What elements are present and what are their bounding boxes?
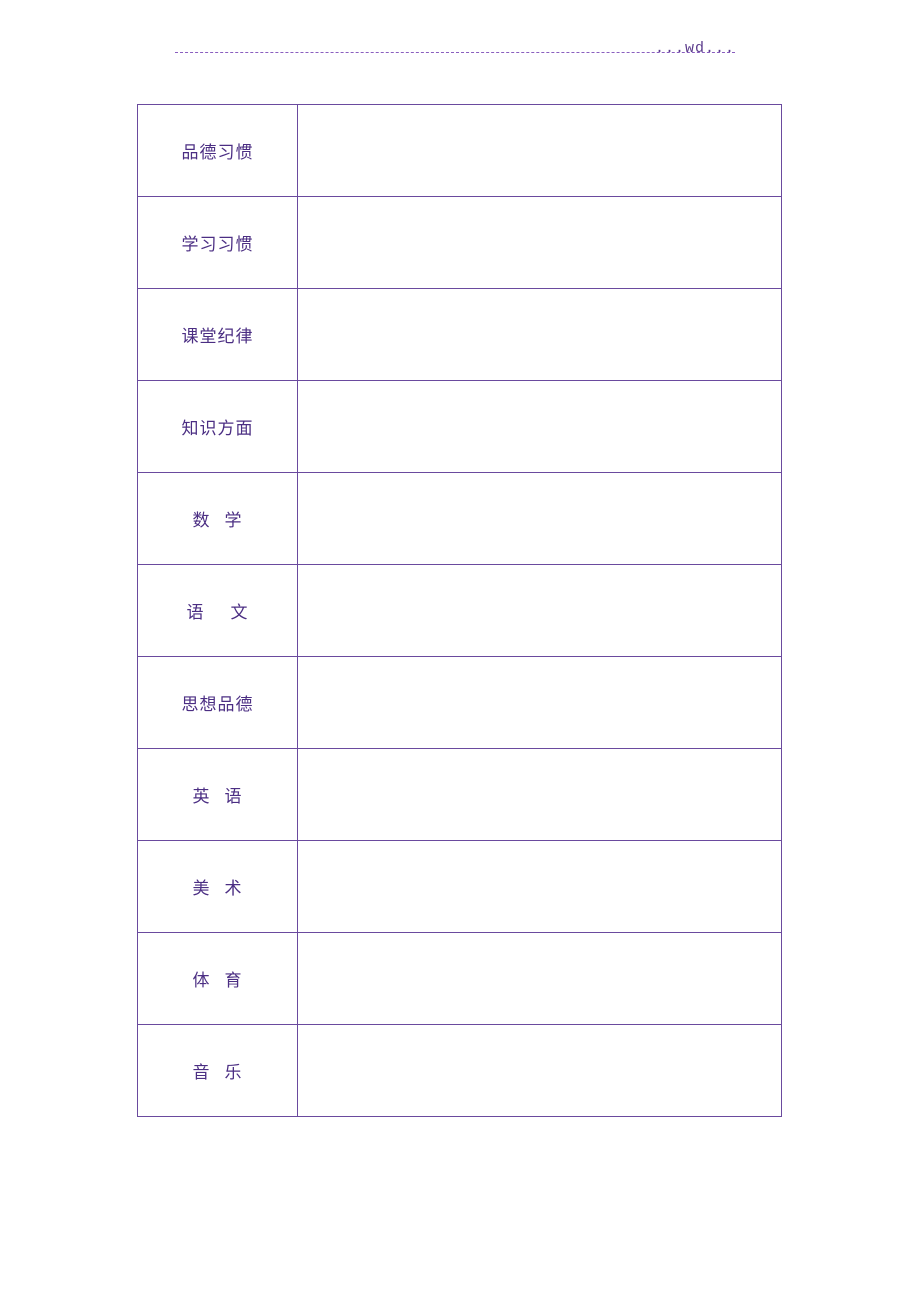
row-content <box>298 381 782 473</box>
row-content <box>298 105 782 197</box>
label-text: 美术 <box>193 879 243 898</box>
evaluation-table-container: 品德习惯 学习习惯 课堂纪律 知识方面 数学 语文 <box>137 104 782 1117</box>
row-label: 美术 <box>138 841 298 933</box>
row-content <box>298 657 782 749</box>
table-row: 音乐 <box>138 1025 782 1117</box>
row-label: 音乐 <box>138 1025 298 1117</box>
label-text: 体育 <box>193 971 243 990</box>
row-content <box>298 473 782 565</box>
row-content <box>298 749 782 841</box>
evaluation-table: 品德习惯 学习习惯 课堂纪律 知识方面 数学 语文 <box>137 104 782 1117</box>
row-content <box>298 197 782 289</box>
row-label: 品德习惯 <box>138 105 298 197</box>
row-label: 学习习惯 <box>138 197 298 289</box>
evaluation-table-body: 品德习惯 学习习惯 课堂纪律 知识方面 数学 语文 <box>138 105 782 1117</box>
table-row: 美术 <box>138 841 782 933</box>
table-row: 课堂纪律 <box>138 289 782 381</box>
row-label: 英语 <box>138 749 298 841</box>
table-row: 体育 <box>138 933 782 1025</box>
row-content <box>298 933 782 1025</box>
row-content <box>298 289 782 381</box>
row-label: 体育 <box>138 933 298 1025</box>
row-content <box>298 1025 782 1117</box>
row-label: 语文 <box>138 565 298 657</box>
row-label: 思想品德 <box>138 657 298 749</box>
row-label: 数学 <box>138 473 298 565</box>
row-content <box>298 565 782 657</box>
header-divider <box>175 52 735 53</box>
table-row: 品德习惯 <box>138 105 782 197</box>
table-row: 知识方面 <box>138 381 782 473</box>
row-label: 课堂纪律 <box>138 289 298 381</box>
table-row: 语文 <box>138 565 782 657</box>
table-row: 思想品德 <box>138 657 782 749</box>
label-text: 英语 <box>193 787 243 806</box>
table-row: 数学 <box>138 473 782 565</box>
label-text: 语文 <box>187 603 249 622</box>
row-label: 知识方面 <box>138 381 298 473</box>
label-text: 数学 <box>193 511 243 530</box>
table-row: 学习习惯 <box>138 197 782 289</box>
header-text: ...wd... <box>655 40 735 57</box>
row-content <box>298 841 782 933</box>
label-text: 音乐 <box>193 1063 243 1082</box>
table-row: 英语 <box>138 749 782 841</box>
